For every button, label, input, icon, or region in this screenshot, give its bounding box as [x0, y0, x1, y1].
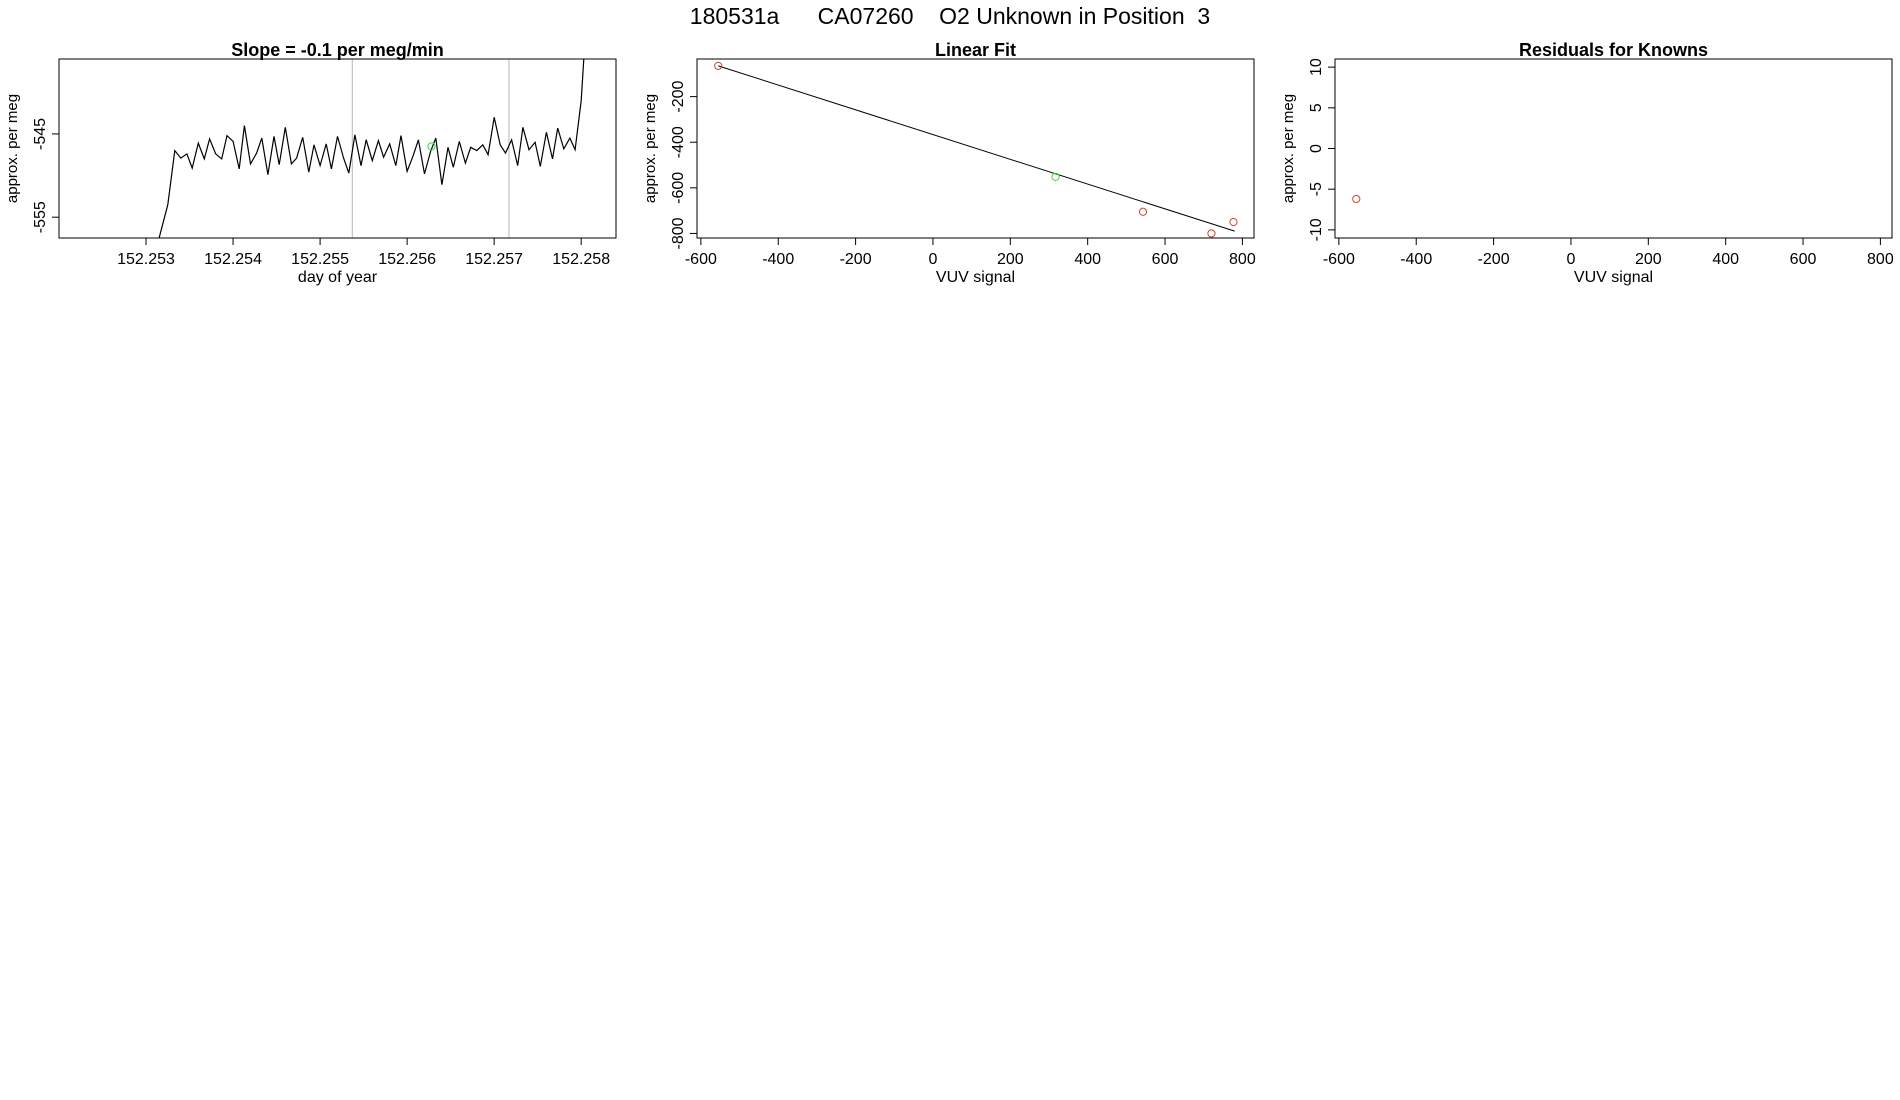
y-axis-label: approx. per meg — [1280, 94, 1297, 203]
x-tick-label: -200 — [1478, 251, 1510, 268]
x-tick-label: 200 — [997, 251, 1024, 268]
plot-area — [1352, 194, 1361, 204]
data-point — [1352, 194, 1361, 204]
chart-panel-3: Residuals for Knowns -600 -400 -200 0 200 400 6… — [1280, 40, 1894, 286]
x-tick-label: -400 — [1400, 251, 1432, 268]
x-axis: 152.253 152.254 152.255 152.256 152.257 152.2… — [117, 238, 610, 286]
x-tick-label: -400 — [762, 251, 794, 268]
y-tick-label: -600 — [670, 172, 687, 204]
chart-title: Residuals for Knowns — [1519, 40, 1708, 60]
x-tick-label: 600 — [1152, 251, 1179, 268]
fit-line — [718, 65, 1235, 232]
data-point — [1207, 229, 1216, 238]
y-axis-label: approx. per meg — [642, 94, 659, 203]
plot-area — [714, 61, 1238, 238]
y-tick-label: -400 — [670, 126, 687, 158]
plot-frame — [696, 58, 1255, 239]
y-tick-label: -10 — [1308, 218, 1325, 241]
x-tick-label: 0 — [928, 251, 937, 268]
y-tick-label: 0 — [1308, 144, 1325, 153]
y-axis: -545 -555 approx. per meg — [4, 94, 59, 233]
x-tick-label: 152.255 — [291, 251, 349, 268]
x-tick-label: 400 — [1712, 251, 1739, 268]
data-point — [714, 61, 723, 70]
x-tick-label: -600 — [685, 251, 717, 268]
x-tick-label: 152.256 — [378, 251, 436, 268]
y-tick-label: 10 — [1308, 58, 1325, 76]
x-axis-label: VUV signal — [1574, 269, 1653, 286]
x-tick-label: 152.253 — [117, 251, 175, 268]
plot-area — [158, 59, 585, 238]
x-tick-label: -600 — [1323, 251, 1355, 268]
y-tick-label: -200 — [670, 81, 687, 113]
x-tick-label: 152.254 — [204, 251, 262, 268]
y-axis-label: approx. per meg — [4, 94, 21, 203]
y-tick-label: -800 — [670, 217, 687, 249]
y-tick-label: -555 — [32, 201, 49, 233]
x-tick-label: 400 — [1074, 251, 1101, 268]
chart-title: Linear Fit — [935, 40, 1016, 60]
data-point — [1138, 207, 1148, 216]
x-tick-label: 800 — [1867, 251, 1894, 268]
x-axis-label: day of year — [298, 269, 378, 286]
y-tick-label: 5 — [1308, 103, 1325, 112]
x-tick-label: 200 — [1635, 251, 1662, 268]
x-axis-label: VUV signal — [936, 269, 1015, 286]
x-tick-label: -200 — [840, 251, 872, 268]
y-tick-label: -545 — [32, 118, 49, 150]
data-point — [1229, 217, 1238, 227]
plot-frame — [1334, 58, 1893, 239]
x-axis: -600 -400 -200 0 200 400 600 800 VUV signal — [685, 238, 1256, 286]
chart-panel-2: Linear Fit -600 -400 -200 0 200 400 600 800 VUV s… — [642, 40, 1256, 286]
chart-title: Slope = -0.1 per meg/min — [231, 40, 444, 60]
x-tick-label: 800 — [1229, 251, 1256, 268]
y-axis: 10 5 0 -5 -10 approx. per meg — [1280, 58, 1335, 241]
plot-frame — [58, 58, 617, 239]
y-tick-label: -5 — [1308, 182, 1325, 196]
y-axis: -200 -400 -600 -800 approx. per meg — [642, 81, 697, 249]
page-title: 180531a CA07260 O2 Unknown in Position 3 — [690, 3, 1210, 29]
series-line — [158, 59, 585, 238]
x-tick-label: 152.257 — [465, 251, 523, 268]
data-point — [1051, 172, 1060, 181]
x-tick-label: 0 — [1566, 251, 1575, 268]
x-tick-label: 152.258 — [552, 251, 610, 268]
highlight-point — [427, 142, 436, 151]
x-tick-label: 600 — [1790, 251, 1817, 268]
x-axis: -600 -400 -200 0 200 400 600 800 VUV signal — [1323, 238, 1894, 286]
